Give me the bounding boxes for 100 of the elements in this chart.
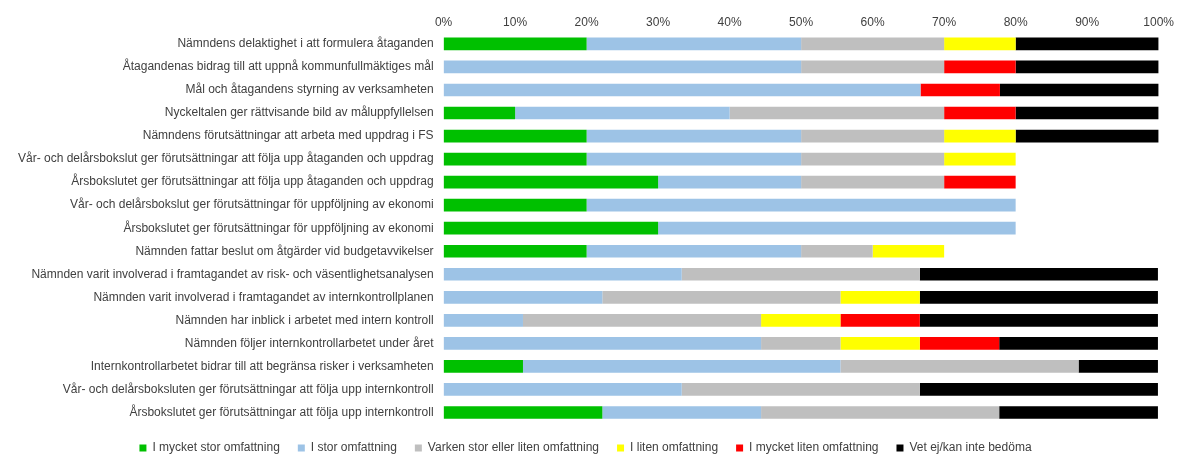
x-tick-label: 100% [1143, 14, 1175, 29]
bar [761, 406, 1000, 419]
bar [944, 175, 1016, 189]
bar [586, 244, 802, 258]
y-tick-label: Nämndens delaktighet i att formulera åtaganden [177, 36, 434, 51]
bar [443, 152, 587, 166]
y-tick-label: Vår- och delårsbokslut ger förutsättningar att följa upp åtaganden och uppdrag [18, 151, 434, 166]
bar [443, 60, 802, 74]
bar [602, 290, 841, 304]
legend-label: Vet ej/kan inte bedöma [909, 440, 1032, 455]
bar [658, 175, 802, 189]
bar [801, 175, 945, 189]
x-tick-label: 50% [789, 14, 814, 29]
bar [919, 383, 1158, 396]
y-tick-label: Årsbokslutet ger förutsättningar för uppföljning av ekonomi [123, 219, 434, 235]
x-tick-label: 0% [434, 14, 453, 29]
y-tick-label: Årsbokslutet ger förutsättningar att följa upp internkontroll [129, 403, 434, 419]
bar [840, 360, 1079, 373]
bar [443, 198, 587, 212]
y-tick-label: Nämnden har inblick i arbetet med intern kontroll [175, 312, 434, 327]
bar [515, 106, 730, 120]
x-tick-label: 40% [717, 14, 742, 29]
bar [443, 337, 762, 350]
y-tick-label: Nyckeltalen ger rättvisande bild av måluppfyllelsen [164, 105, 434, 120]
bar [920, 83, 1000, 97]
bar [872, 244, 945, 258]
bar [443, 267, 682, 281]
bar [761, 337, 841, 350]
x-tick-label: 60% [860, 14, 885, 29]
legend-label: I stor omfattning [310, 440, 397, 455]
bar [443, 175, 659, 189]
x-tick-label: 30% [646, 14, 671, 29]
bar [919, 290, 1158, 304]
bar [729, 106, 945, 120]
bar [999, 406, 1158, 419]
bar [1015, 106, 1159, 120]
bar [801, 152, 945, 166]
y-tick-label: Nämnden varit involverad i framtagandet av internkontrollplanen [93, 289, 434, 304]
y-tick-label: Åtagandenas bidrag till att uppnå kommunfullmäktiges mål [122, 58, 434, 74]
bar [586, 198, 1016, 212]
bar [443, 314, 523, 327]
bar [443, 221, 659, 235]
bar [801, 37, 945, 51]
x-tick-label: 70% [932, 14, 957, 29]
bar [761, 314, 841, 327]
bar [801, 60, 945, 74]
x-tick-label: 90% [1075, 14, 1100, 29]
y-tick-label: Nämnden varit involverad i framtagandet av risk- och väsentlighetsanalysen [31, 266, 434, 281]
bar [944, 152, 1016, 166]
bar [1078, 360, 1158, 373]
bar [602, 406, 762, 419]
bar [999, 83, 1159, 97]
bar [586, 37, 802, 51]
legend-label: I mycket liten omfattning [749, 440, 879, 455]
bar [443, 406, 603, 419]
bar [919, 314, 1158, 327]
bar [1015, 60, 1159, 74]
bar [840, 290, 920, 304]
legend-label: I liten omfattning [630, 440, 719, 455]
bar [658, 221, 1016, 235]
bar [919, 337, 1000, 350]
bar [944, 129, 1016, 143]
y-tick-label: Nämnden följer internkontrollarbetet under året [184, 335, 435, 350]
bar [443, 83, 921, 97]
bar [840, 337, 920, 350]
bar [443, 360, 523, 373]
bar [999, 337, 1158, 350]
bar [443, 244, 587, 258]
bar [1015, 37, 1159, 51]
bar [944, 60, 1016, 74]
bar [919, 267, 1158, 281]
bar [522, 314, 762, 327]
bar [801, 244, 873, 258]
bar [801, 129, 945, 143]
bar [944, 37, 1016, 51]
y-tick-label: Årsbokslutet ger förutsättningar att följa upp åtaganden och uppdrag [71, 173, 434, 189]
bar [443, 37, 587, 51]
x-tick-label: 80% [1003, 14, 1028, 29]
y-tick-label: Internkontrollarbetet bidrar till att begränsa risker i verksamheten [90, 358, 434, 373]
bar [586, 129, 802, 143]
bar [944, 106, 1016, 120]
y-tick-label: Nämndens förutsättningar att arbeta med uppdrag i FS [142, 128, 434, 143]
bar [443, 290, 603, 304]
legend-label: I mycket stor omfattning [152, 440, 280, 455]
bar [681, 383, 920, 396]
bar [443, 383, 682, 396]
legend-label: Varken stor eller liten omfattning [427, 440, 600, 455]
y-tick-label: Vår- och delårsbokslut ger förutsättningar för uppföljning av ekonomi [70, 197, 434, 212]
bar [1015, 129, 1159, 143]
y-tick-label: Nämnden fattar beslut om åtgärder vid budgetavvikelser [135, 243, 434, 258]
bar [681, 267, 920, 281]
y-tick-label: Vår- och delårsboksluten ger förutsättningar att följa upp internkontroll [62, 381, 434, 396]
bar [443, 129, 587, 143]
bar [586, 152, 802, 166]
bar [522, 360, 841, 373]
bar [840, 314, 920, 327]
x-tick-label: 10% [503, 14, 528, 29]
x-tick-label: 20% [574, 14, 599, 29]
bar [443, 106, 516, 120]
y-tick-label: Mål och åtagandens styrning av verksamheten [185, 82, 434, 97]
